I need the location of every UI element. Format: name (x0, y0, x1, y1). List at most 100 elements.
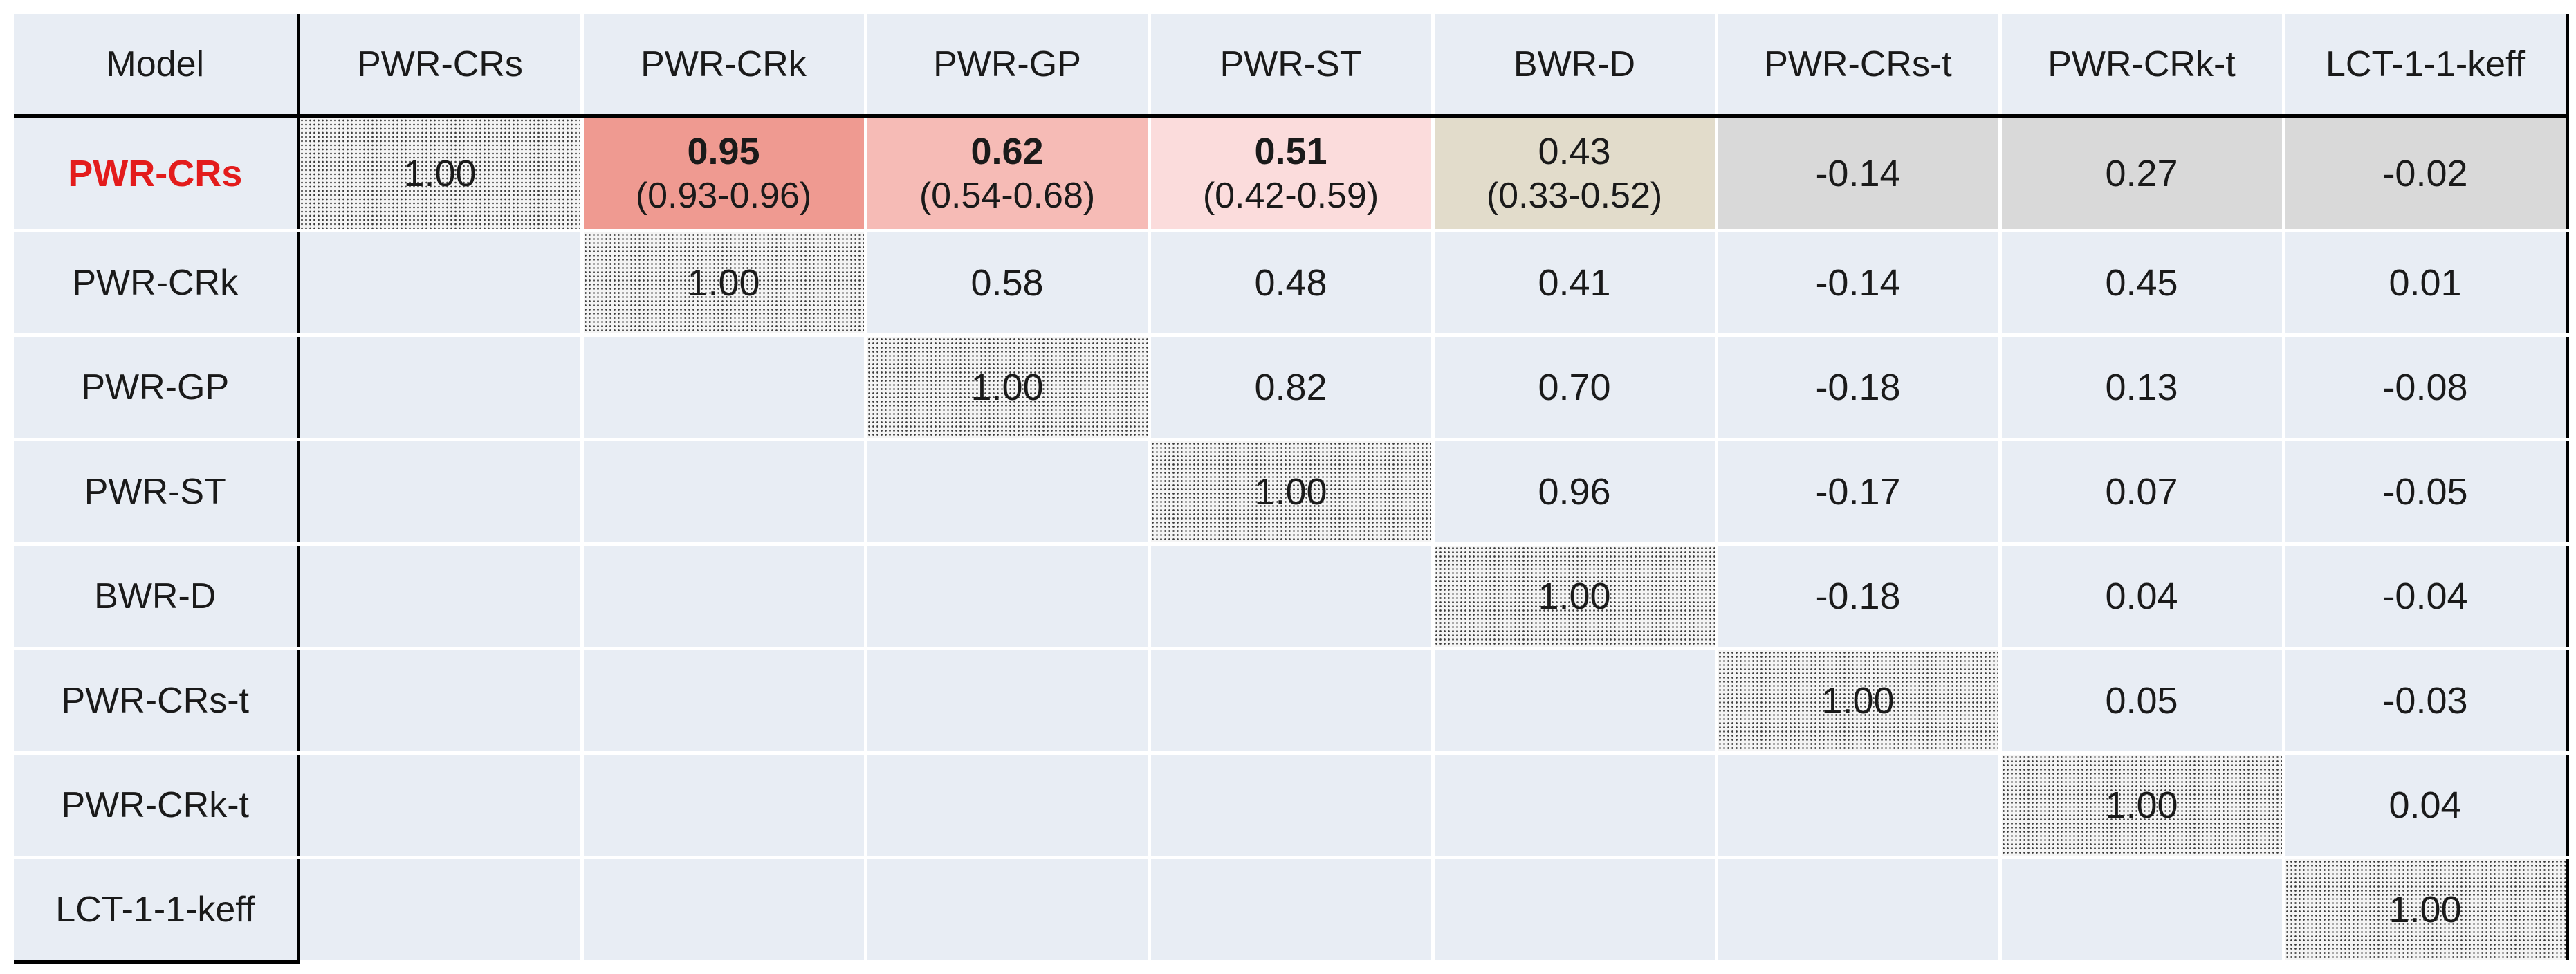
diagonal-cell: 1.00 (582, 230, 867, 337)
table-row: PWR-CRk-t 1.00 0.04 (14, 753, 2569, 859)
table-row: BWR-D 1.00 -0.18 0.04 -0.04 (14, 544, 2569, 650)
cell-value: -0.18 (1815, 576, 1901, 617)
empty-cell (865, 544, 1151, 650)
correlation-cell: -0.18 (1716, 544, 2002, 650)
diagonal-cell: 1.00 (1433, 544, 1718, 650)
correlation-cell: 0.41 (1433, 230, 1718, 337)
cell-value: -0.14 (1815, 262, 1901, 304)
empty-cell (1149, 544, 1435, 650)
empty-cell (582, 857, 867, 964)
cell-value: 0.70 (1538, 367, 1611, 408)
cell-value: 0.27 (2105, 153, 2178, 194)
diagonal-cell: 1.00 (1149, 439, 1435, 546)
correlation-cell: -0.14 (1716, 230, 2002, 337)
row-header: PWR-CRk (14, 230, 300, 337)
cell-value: 1.00 (1254, 471, 1327, 513)
cell-value: 0.45 (2105, 262, 2178, 304)
row-header: PWR-ST (14, 439, 300, 546)
correlation-cell: 0.07 (2000, 439, 2285, 546)
correlation-cell: 0.48 (1149, 230, 1435, 337)
empty-cell (1433, 753, 1718, 859)
column-header: PWR-CRk-t (2000, 14, 2285, 118)
correlation-cell: -0.05 (2283, 439, 2569, 546)
diagonal-cell: 1.00 (298, 116, 584, 232)
cell-value: -0.18 (1815, 367, 1901, 408)
cell-value: 0.43 (1538, 131, 1611, 172)
correlation-cell: 0.43 (0.33-0.52) (1433, 116, 1718, 232)
empty-cell (1149, 857, 1435, 964)
correlation-cell: 0.05 (2000, 648, 2285, 755)
correlation-cell: 0.04 (2283, 753, 2569, 859)
header-row: Model PWR-CRs PWR-CRk PWR-GP PWR-ST BWR-… (14, 14, 2569, 118)
cell-value: 0.62 (970, 131, 1044, 172)
correlation-cell: 0.70 (1433, 335, 1718, 441)
cell-value: 0.41 (1538, 262, 1611, 304)
cell-value: -0.04 (2382, 576, 2468, 617)
table-row: PWR-GP 1.00 0.82 0.70 -0.18 0.13 -0.08 (14, 335, 2569, 441)
correlation-cell: 0.62 (0.54-0.68) (865, 116, 1151, 232)
confidence-interval: (0.42-0.59) (1202, 176, 1379, 216)
empty-cell (582, 544, 867, 650)
column-header: PWR-CRs-t (1716, 14, 2002, 118)
empty-cell (298, 230, 584, 337)
confidence-interval: (0.93-0.96) (635, 176, 812, 216)
confidence-interval: (0.33-0.52) (1486, 176, 1663, 216)
correlation-cell: 0.04 (2000, 544, 2285, 650)
empty-cell (1433, 857, 1718, 964)
empty-cell (298, 753, 584, 859)
cell-value: -0.05 (2382, 471, 2468, 513)
cell-value: -0.02 (2382, 153, 2468, 194)
table-row: LCT-1-1-keff 1.00 (14, 857, 2569, 964)
empty-cell (1433, 648, 1718, 755)
empty-cell (1716, 857, 2002, 964)
diagonal-cell: 1.00 (2000, 753, 2285, 859)
cell-value: -0.17 (1815, 471, 1901, 513)
matrix-body: PWR-CRs 1.00 0.95 (0.93-0.96) 0.62 (0.54-0.68… (14, 116, 2569, 964)
empty-cell (298, 335, 584, 441)
cell-value: 1.00 (970, 367, 1044, 408)
row-header: PWR-CRk-t (14, 753, 300, 859)
cell-value: 0.13 (2105, 367, 2178, 408)
empty-cell (298, 648, 584, 755)
row-header: BWR-D (14, 544, 300, 650)
cell-value: -0.14 (1815, 153, 1901, 194)
empty-cell (865, 857, 1151, 964)
correlation-cell: 0.27 (2000, 116, 2285, 232)
empty-cell (2000, 857, 2285, 964)
correlation-cell: 0.82 (1149, 335, 1435, 441)
correlation-cell: 0.51 (0.42-0.59) (1149, 116, 1435, 232)
cell-value: 0.95 (687, 131, 760, 172)
column-header: PWR-CRk (582, 14, 867, 118)
row-header: PWR-CRs-t (14, 648, 300, 755)
cell-value: 0.96 (1538, 471, 1611, 513)
correlation-cell: 0.96 (1433, 439, 1718, 546)
empty-cell (865, 753, 1151, 859)
column-header: PWR-CRs (298, 14, 584, 118)
empty-cell (298, 857, 584, 964)
correlation-cell: 0.13 (2000, 335, 2285, 441)
cell-value: 1.00 (687, 262, 760, 304)
cell-value: 0.07 (2105, 471, 2178, 513)
correlation-cell: -0.03 (2283, 648, 2569, 755)
correlation-cell: -0.17 (1716, 439, 2002, 546)
empty-cell (1149, 648, 1435, 755)
correlation-cell: 0.45 (2000, 230, 2285, 337)
empty-cell (582, 439, 867, 546)
empty-cell (582, 335, 867, 441)
cell-value: 0.04 (2105, 576, 2178, 617)
column-header: LCT-1-1-keff (2283, 14, 2569, 118)
empty-cell (865, 439, 1151, 546)
empty-cell (1149, 753, 1435, 859)
cell-value: 1.00 (2105, 784, 2178, 826)
correlation-cell: 0.01 (2283, 230, 2569, 337)
correlation-cell: 0.95 (0.93-0.96) (582, 116, 867, 232)
cell-value: 0.82 (1254, 367, 1327, 408)
cell-value: -0.03 (2382, 680, 2468, 722)
correlation-cell: -0.04 (2283, 544, 2569, 650)
cell-value: 0.48 (1254, 262, 1327, 304)
empty-cell (1716, 753, 2002, 859)
column-header: PWR-GP (865, 14, 1151, 118)
diagonal-cell: 1.00 (1716, 648, 2002, 755)
empty-cell (298, 544, 584, 650)
cell-value: 1.00 (403, 153, 477, 194)
